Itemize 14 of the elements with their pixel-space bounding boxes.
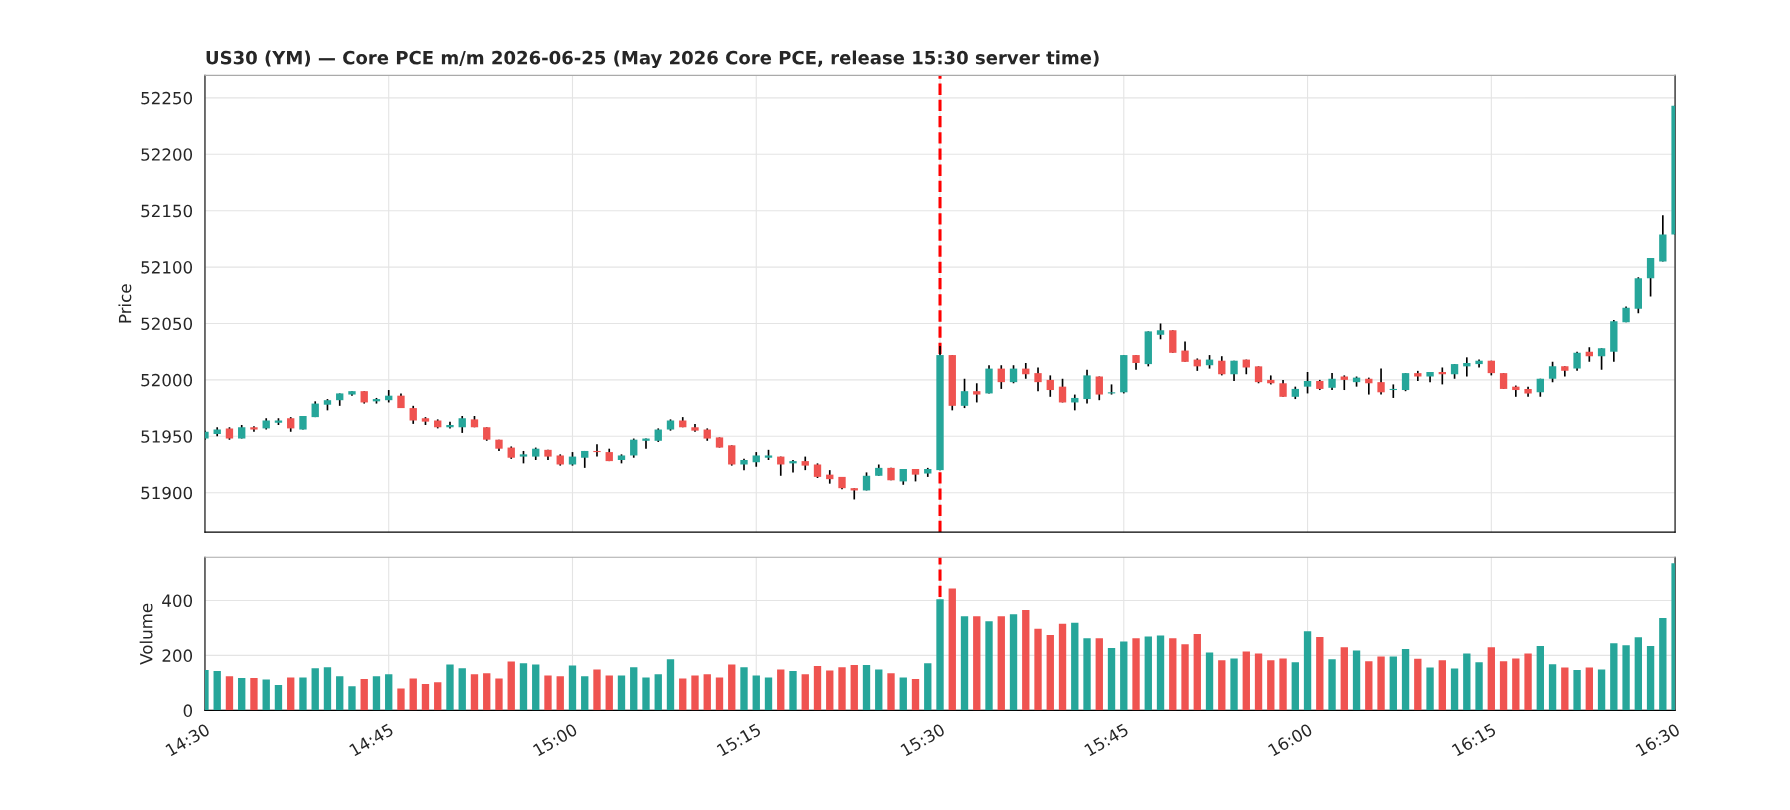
y-tick-label: 51950 — [141, 430, 193, 443]
y-tick-label: 0 — [183, 704, 193, 717]
y-axis-title: Price — [118, 284, 132, 323]
y-tick-label: 52050 — [141, 317, 193, 331]
y-tick-label: 51900 — [141, 486, 193, 500]
y-tick-label: 400 — [162, 594, 193, 607]
y-tick-label: 200 — [162, 649, 193, 662]
y-tick-label: 52200 — [141, 148, 193, 161]
y-tick-label: 52000 — [141, 373, 193, 387]
y-tick-label: 52150 — [141, 204, 193, 218]
y-tick-label: 52250 — [141, 91, 193, 105]
chart-title: US30 (YM) — Core PCE m/m 2026-06-25 (May 2026 Core PCE, release 15:30 server time) — [206, 50, 1099, 69]
y-tick-label: 52100 — [141, 261, 193, 274]
y-axis-title: Volume — [139, 603, 153, 665]
